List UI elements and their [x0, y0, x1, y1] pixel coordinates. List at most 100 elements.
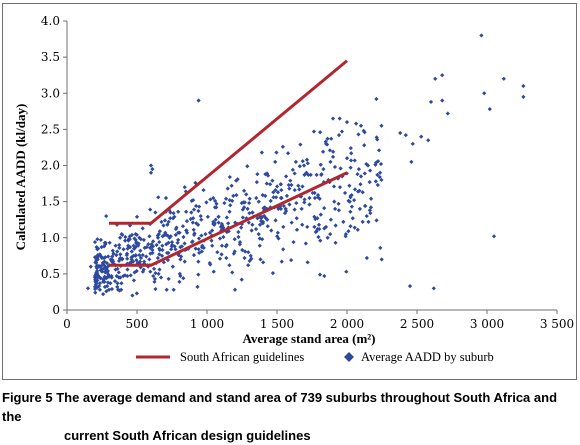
- scatter-point: [337, 185, 343, 190]
- scatter-point: [117, 245, 122, 250]
- scatter-point: [189, 210, 194, 215]
- scatter-point: [130, 259, 136, 264]
- scatter-point: [314, 172, 319, 177]
- scatter-point: [285, 151, 291, 156]
- scatter-point: [234, 178, 239, 183]
- scatter-point: [113, 267, 118, 272]
- scatter-point: [269, 228, 274, 233]
- scatter-point: [245, 206, 250, 211]
- scatter-point: [189, 198, 194, 204]
- scatter-point: [106, 254, 111, 259]
- scatter-point: [178, 273, 183, 279]
- scatter-point: [318, 212, 323, 217]
- scatter-point: [374, 218, 379, 223]
- scatter-point: [212, 221, 217, 226]
- scatter-point: [328, 217, 333, 222]
- scatter-point: [153, 271, 158, 276]
- scatter-point: [289, 258, 294, 263]
- scatter-point: [208, 262, 213, 267]
- scatter-point: [368, 168, 373, 173]
- scatter-point: [275, 190, 281, 195]
- scatter-point: [92, 284, 98, 289]
- scatter-point: [323, 139, 328, 144]
- scatter-point: [304, 157, 310, 162]
- scatter-point: [216, 220, 221, 225]
- scatter-point: [374, 160, 379, 165]
- scatter-point: [191, 252, 197, 258]
- scatter-point: [273, 159, 278, 164]
- scatter-point: [109, 275, 114, 280]
- scatter-point: [247, 211, 252, 216]
- scatter-point: [210, 228, 215, 233]
- scatter-point: [138, 255, 144, 261]
- scatter-point: [273, 187, 278, 193]
- scatter-point: [292, 187, 297, 193]
- scatter-point: [358, 123, 364, 128]
- scatter-point: [332, 164, 338, 170]
- scatter-point: [247, 200, 252, 206]
- scatter-point: [119, 281, 124, 286]
- scatter-point: [95, 275, 100, 280]
- scatter-point: [344, 156, 350, 161]
- scatter-point: [301, 163, 307, 168]
- chart-frame: 0 0.5 1.0 1.5 2.0 2.5 3.0 3.5 4.0 0 500 1 000 1 500…: [2, 3, 577, 380]
- scatter-point: [318, 130, 323, 135]
- scatter-point: [327, 148, 333, 153]
- scatter-point: [110, 248, 115, 253]
- scatter-point: [129, 232, 135, 237]
- scatter-point: [355, 172, 360, 177]
- scatter-point: [106, 287, 112, 292]
- scatter-point: [398, 130, 403, 136]
- scatter-point: [157, 239, 162, 245]
- scatter-point: [131, 278, 137, 283]
- scatter-point: [104, 276, 109, 281]
- scatter-point: [155, 255, 160, 261]
- scatter-point: [209, 238, 214, 243]
- scatter-point: [279, 187, 284, 193]
- scatter-point: [124, 251, 130, 256]
- scatter-point: [292, 171, 297, 176]
- scatter-point: [274, 150, 279, 155]
- scatter-point: [156, 271, 161, 276]
- scatter-point: [223, 196, 229, 201]
- scatter-point: [102, 263, 107, 268]
- scatter-point: [231, 193, 236, 198]
- scatter-point: [120, 232, 125, 237]
- scatter-point: [305, 161, 310, 166]
- scatter-point: [362, 143, 367, 148]
- scatter-point: [157, 229, 162, 234]
- scatter-point: [348, 209, 353, 214]
- scatter-point: [105, 264, 110, 269]
- scatter-point: [297, 164, 302, 169]
- scatter-point: [191, 207, 197, 212]
- scatter-point: [240, 207, 245, 212]
- scatter-point: [331, 184, 337, 189]
- scatter-point: [426, 138, 431, 143]
- scatter-point: [356, 132, 361, 137]
- scatter-point: [114, 252, 119, 258]
- scatter-point: [289, 220, 294, 225]
- scatter-point: [368, 211, 373, 216]
- scatter-point: [232, 237, 237, 242]
- scatter-point: [197, 250, 202, 256]
- scatter-point: [367, 208, 372, 213]
- scatter-point: [329, 136, 334, 141]
- scatter-point: [153, 210, 158, 215]
- scatter-point: [148, 269, 153, 274]
- scatter-point: [348, 224, 353, 229]
- scatter-point: [116, 258, 122, 263]
- scatter-point: [115, 281, 120, 286]
- scatter-point: [259, 219, 264, 224]
- scatter-point: [148, 207, 153, 212]
- scatter-point: [222, 200, 227, 206]
- scatter-point: [151, 239, 156, 244]
- scatter-point: [181, 276, 186, 281]
- scatter-point: [479, 33, 484, 38]
- scatter-point: [348, 146, 353, 151]
- scatter-point: [201, 245, 206, 250]
- scatter-point: [103, 242, 108, 247]
- scatter-point: [281, 247, 286, 252]
- scatter-point: [349, 151, 354, 156]
- scatter-point: [358, 174, 364, 179]
- scatter-point: [195, 222, 201, 227]
